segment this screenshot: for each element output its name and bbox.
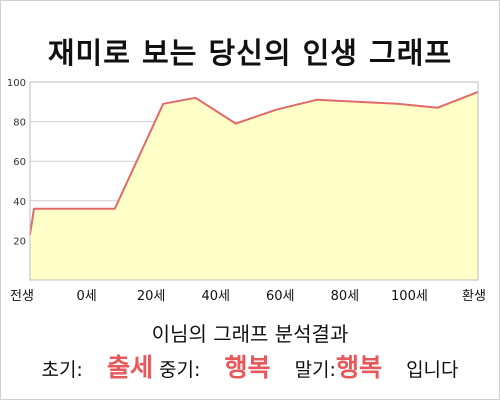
y-tick-label: 40: [13, 197, 26, 208]
mid-label: 중기:: [159, 359, 201, 381]
y-axis-ticks: 20 40 60 80 100: [7, 78, 26, 247]
x-tick-label: 40세: [201, 289, 230, 304]
mid-value: 행복: [224, 353, 271, 382]
y-tick-label: 60: [13, 157, 26, 168]
x-axis-ticks: 전생 0세 20세 40세 60세 80세 100세 환생: [10, 289, 486, 304]
x-tick-label: 100세: [391, 289, 428, 304]
x-tick-label: 전생: [10, 289, 34, 304]
x-tick-label: 환생: [462, 289, 486, 304]
ending-text: 입니다: [406, 359, 459, 381]
page-title: 재미로 보는 당신의 인생 그래프: [47, 36, 453, 70]
x-tick-label: 0세: [76, 289, 96, 304]
result-title: 이님의 그래프 분석결과: [151, 322, 349, 346]
plot-border: [29, 81, 479, 281]
late-value: 행복: [335, 353, 382, 382]
y-tick-label: 80: [13, 118, 26, 129]
x-tick-label: 20세: [137, 289, 166, 304]
late-label: 말기:: [294, 359, 336, 381]
y-tick-label: 100: [7, 78, 26, 89]
x-tick-label: 80세: [331, 289, 360, 304]
area-fill: [30, 91, 478, 281]
result-summary: 초기: 출세 중기: 행복 말기:행복 입니다: [0, 348, 500, 384]
x-tick-label: 60세: [266, 289, 295, 304]
early-label: 초기:: [41, 359, 83, 381]
life-graph-chart: 20 40 60 80 100 전생 0세 20세 40세 60세 80세 100세 환생: [7, 78, 486, 304]
series-line: [29, 90, 479, 235]
early-value: 출세: [106, 353, 153, 382]
y-tick-label: 20: [13, 236, 26, 247]
